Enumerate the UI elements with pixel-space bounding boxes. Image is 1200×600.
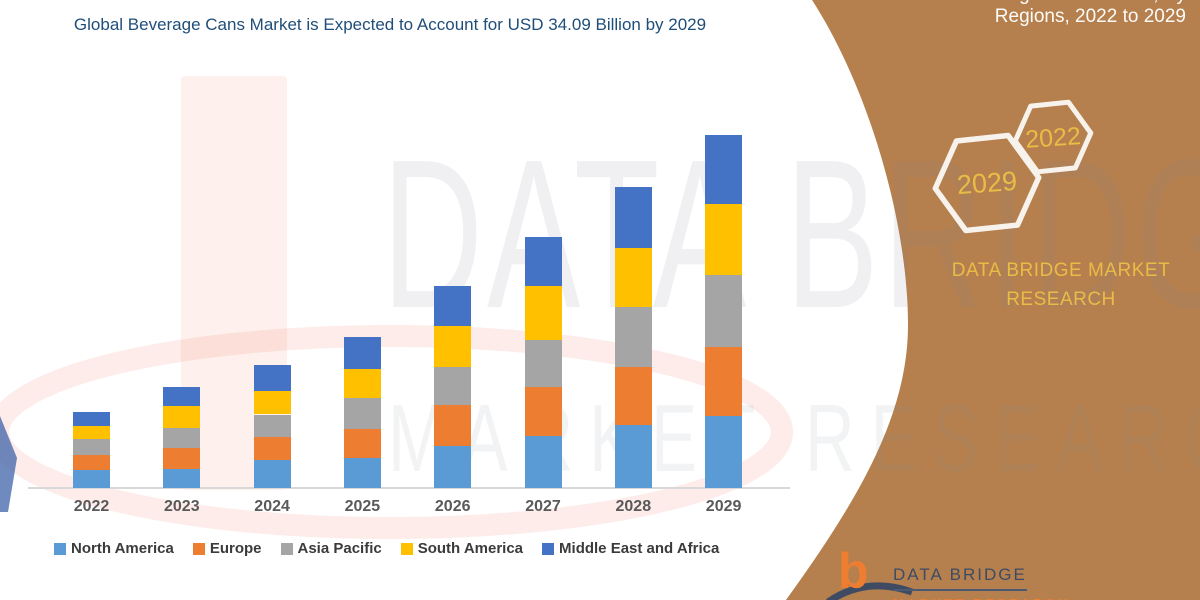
- side-panel-shape: [786, 0, 1200, 600]
- watermark-text-line2: MARKET RESEARCH: [388, 385, 1200, 492]
- bar-2023-south-america: [163, 406, 201, 428]
- x-axis-label-2024: 2024: [254, 498, 290, 515]
- legend-item-middle-east-and-africa: Middle East and Africa: [542, 540, 719, 557]
- bar-2029-europe: [705, 347, 743, 416]
- watermark-text-line1: DATA BRIDGE: [382, 115, 1200, 352]
- legend-item-asia-pacific: Asia Pacific: [280, 540, 382, 557]
- chart-title: Global Beverage Cans Market is Expected …: [73, 15, 707, 34]
- bar-2026-north-america: [434, 445, 472, 488]
- legend-item-north-america: North America: [54, 540, 174, 557]
- hexagon-2022-label: 2022: [1024, 122, 1081, 154]
- legend-swatch: [280, 542, 293, 555]
- legend-label: Middle East and Africa: [559, 540, 720, 557]
- footer-logo-title: DATA BRIDGE: [893, 565, 1027, 591]
- bar-2026-asia-pacific: [434, 366, 472, 406]
- bar-2026-south-america: [434, 326, 472, 367]
- bar-2022-south-america: [73, 425, 110, 440]
- bar-2027-north-america: [524, 436, 562, 488]
- bar-2027-europe: [524, 386, 562, 437]
- bar-2028-south-america: [614, 247, 652, 307]
- hexagon-2022-outline: [1012, 99, 1094, 175]
- bar-2022-europe: [73, 454, 110, 471]
- legend-label: North America: [71, 540, 174, 557]
- bar-2028-middle-east-and-africa: [614, 186, 652, 248]
- hexagon-2029-label: 2029: [956, 166, 1018, 200]
- bar-2025-south-america: [343, 368, 381, 398]
- bar-2023-asia-pacific: [163, 427, 201, 448]
- legend-swatch: [54, 542, 66, 555]
- bar-2027-middle-east-and-africa: [524, 237, 562, 287]
- bar-2024-europe: [253, 437, 291, 461]
- footer-logo-glyph: b: [838, 543, 869, 599]
- bar-2029-north-america: [705, 415, 743, 488]
- bar-2029-asia-pacific: [705, 274, 743, 348]
- x-axis-label-2026: 2026: [434, 498, 471, 515]
- bar-2027-south-america: [524, 286, 562, 340]
- legend-item-europe: Europe: [192, 540, 262, 557]
- x-axis-label-2029: 2029: [705, 498, 742, 515]
- bar-2024-north-america: [253, 460, 291, 488]
- x-axis-label-2028: 2028: [615, 498, 652, 515]
- hexagon-2022: [1012, 99, 1094, 175]
- bar-2029-middle-east-and-africa: [705, 134, 743, 205]
- chart-legend: North America Europe Asia Pacific South Ame…: [54, 540, 719, 557]
- panel-caption-clipped: Global Beverage Cans Market, By: [899, 0, 1186, 6]
- x-axis-label-2023: 2023: [164, 498, 200, 515]
- bar-2023-middle-east-and-africa: [163, 386, 201, 407]
- watermark-swoosh-arc: [0, 325, 793, 539]
- legend-label: Europe: [209, 540, 262, 557]
- panel-brand-text: DATA BRIDGE MARKET RESEARCH: [951, 260, 1171, 310]
- panel-caption: Regions, 2022 to 2029: [994, 6, 1186, 27]
- legend-label: Asia Pacific: [297, 540, 382, 557]
- bar-2028-europe: [614, 366, 652, 425]
- hexagon-2029-outline: [932, 132, 1042, 234]
- bar-2028-north-america: [614, 424, 652, 488]
- legend-swatch: [192, 542, 205, 555]
- bar-2025-asia-pacific: [343, 397, 381, 429]
- bar-2028-asia-pacific: [614, 306, 652, 367]
- bar-2024-south-america: [253, 390, 291, 415]
- bar-2026-europe: [434, 405, 472, 446]
- bar-2029-south-america: [705, 204, 743, 275]
- watermark-blue-wedge: [0, 416, 17, 512]
- bar-2027-asia-pacific: [524, 339, 562, 387]
- legend-swatch: [542, 542, 555, 555]
- hexagon-2029: [932, 132, 1042, 234]
- legend-swatch: [400, 542, 413, 555]
- footer-logo-subtitle: MARKET RESEARCH: [893, 596, 1070, 600]
- bar-2022-middle-east-and-africa: [73, 412, 110, 426]
- bar-2023-north-america: [163, 469, 201, 488]
- bar-2025-middle-east-and-africa: [343, 336, 381, 369]
- x-axis-label-2022: 2022: [73, 498, 110, 515]
- stacked-bar-chart: 2022 2023 2024 2025 2026 2027 2028 2029: [28, 134, 790, 515]
- bar-2022-north-america: [73, 470, 110, 488]
- bar-2023-europe: [163, 447, 201, 470]
- bar-2025-north-america: [343, 457, 381, 488]
- x-axis-label-2025: 2025: [344, 498, 381, 515]
- legend-label: South America: [417, 540, 524, 557]
- legend-item-south-america: South America: [400, 540, 524, 557]
- bar-2024-middle-east-and-africa: [253, 364, 291, 391]
- bar-2022-asia-pacific: [73, 439, 110, 455]
- bar-2024-asia-pacific: [253, 414, 291, 438]
- x-axis-line: [28, 487, 790, 489]
- bar-2025-europe: [343, 429, 381, 458]
- x-axis-label-2027: 2027: [525, 498, 561, 515]
- bar-2026-middle-east-and-africa: [434, 286, 472, 327]
